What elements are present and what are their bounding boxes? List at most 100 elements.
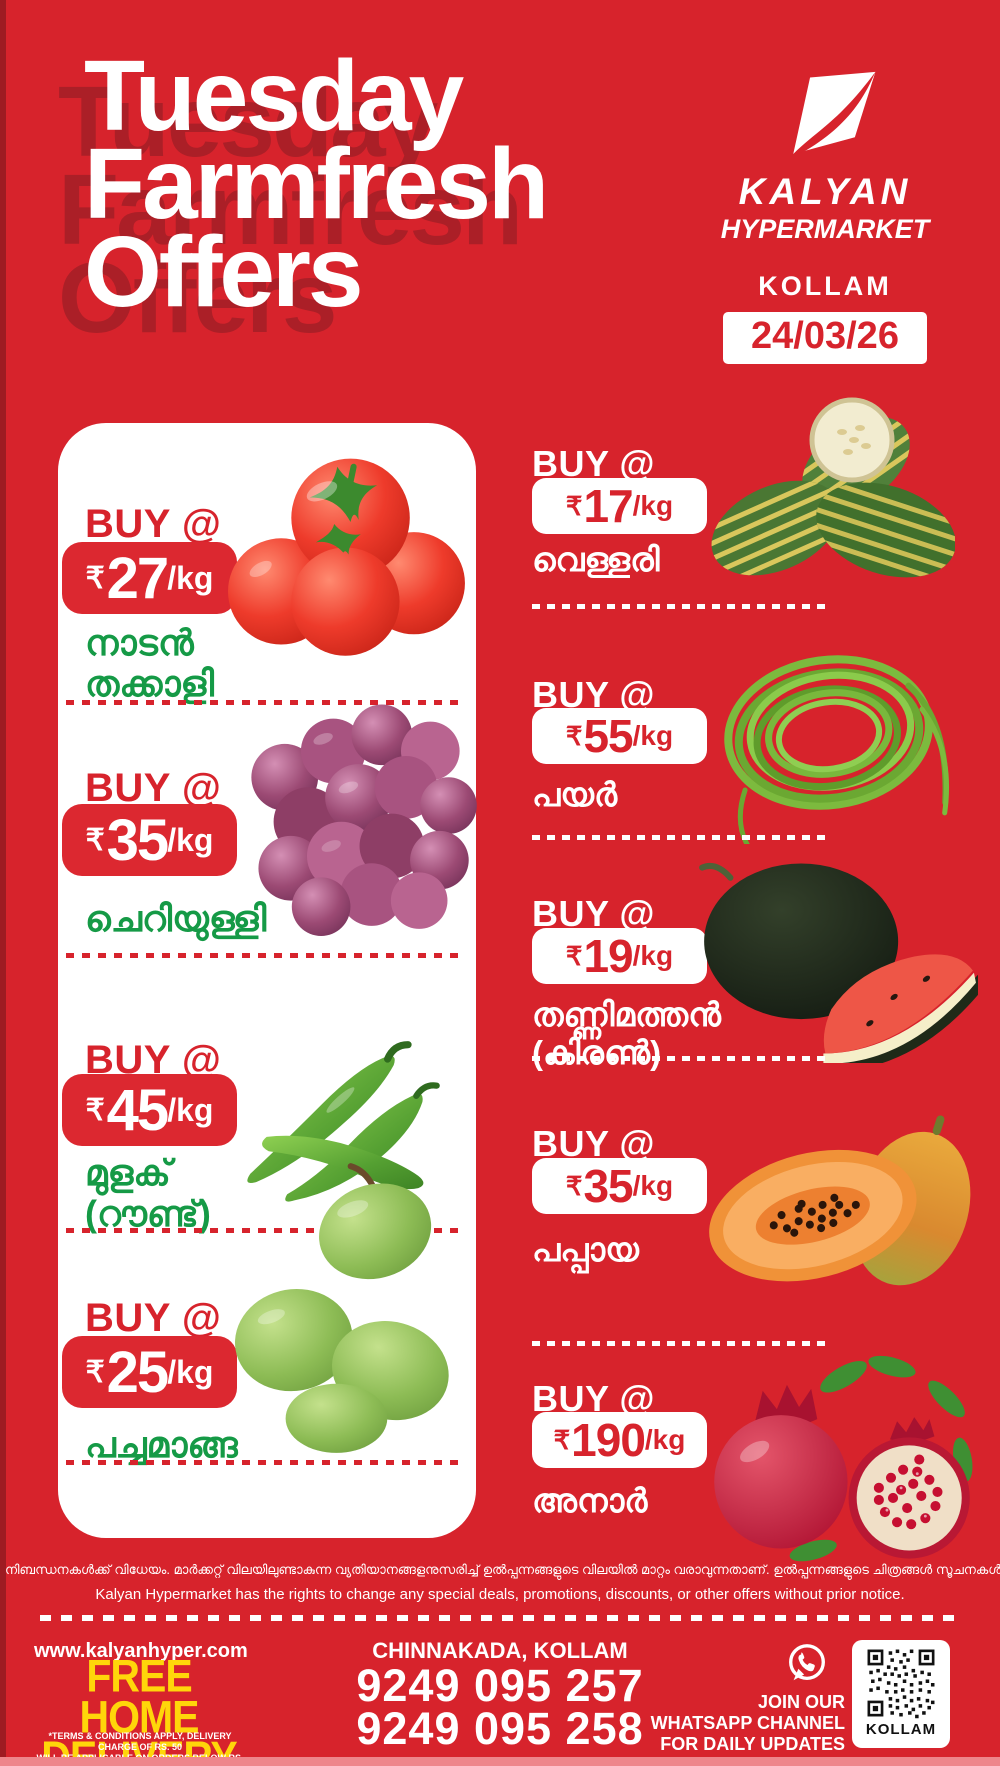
name-line1: വെള്ളരി (532, 541, 660, 578)
price-unit: /kg (167, 1353, 214, 1390)
product-name-shallots: ചെറിയുള്ളി (85, 898, 266, 939)
branch-name: KOLLAM (758, 270, 892, 301)
buy-label: BUY @ (532, 443, 655, 484)
wa-line1: JOIN OUR (757, 1692, 845, 1712)
price-unit: /kg (167, 1091, 214, 1128)
green-chilli-image (238, 1028, 448, 1213)
buy-label: BUY @ (85, 1296, 222, 1340)
dotted-divider (532, 835, 832, 840)
website-link: www.kalyanhyper.com (34, 1640, 248, 1662)
papaya-image (692, 1092, 984, 1310)
rupee-symbol: ₹ (565, 1170, 583, 1201)
rupee-symbol: ₹ (565, 490, 583, 521)
buy-label: BUY @ (532, 893, 655, 934)
price-value: 190 (571, 1414, 646, 1466)
long-beans-image (698, 626, 960, 844)
price-tag-watermelon: ₹19/kg (532, 928, 707, 984)
wa-line2: WHATSAPP CHANNEL (650, 1713, 845, 1733)
dotted-divider (66, 1460, 462, 1465)
raw-mango-image (222, 1152, 457, 1457)
store-address: CHINNAKADA, KOLLAM (372, 1638, 628, 1663)
price-tag-tomato: ₹27/kg (62, 542, 237, 614)
rupee-symbol: ₹ (553, 1424, 571, 1455)
price-unit: /kg (632, 1170, 674, 1201)
price-tag-chilli: ₹45/kg (62, 1074, 237, 1146)
rupee-symbol: ₹ (85, 561, 105, 595)
dotted-divider (66, 700, 462, 705)
whatsapp-icon (784, 1641, 830, 1687)
price-tag-pomegranate: ₹190/kg (532, 1412, 707, 1468)
page-title: Tuesday Farmfresh Offers (84, 46, 549, 328)
price-value: 27 (106, 545, 169, 611)
price-unit: /kg (167, 559, 214, 596)
price-tag-mango: ₹25/kg (62, 1336, 237, 1408)
whatsapp-channel-caption: JOIN OUR WHATSAPP CHANNEL FOR DAILY UPDA… (630, 1692, 845, 1755)
bottom-edge-strip (0, 1757, 1000, 1766)
rupee-symbol: ₹ (85, 823, 105, 857)
name-line1: പപ്പായ (532, 1231, 639, 1268)
price-unit: /kg (632, 720, 674, 751)
shallots-image (232, 658, 480, 936)
buy-label: BUY @ (85, 766, 222, 810)
price-value: 25 (106, 1339, 169, 1405)
disclaimer-english: Kalyan Hypermarket has the rights to cha… (95, 1586, 905, 1603)
price-unit: /kg (632, 490, 674, 521)
rupee-symbol: ₹ (565, 940, 583, 971)
whatsapp-qr-code: KOLLAM (852, 1640, 950, 1748)
product-name-chilli: മുളക് (റൗണ്ട്) (85, 1152, 211, 1234)
watermelon-image (692, 845, 980, 1063)
product-name-cucumber: വെള്ളരി (532, 541, 660, 579)
offer-date-badge: 24/03/26 (723, 311, 927, 364)
price-value: 55 (583, 710, 633, 762)
buy-label: BUY @ (85, 502, 222, 546)
qr-branch-label: KOLLAM (865, 1721, 937, 1738)
rupee-symbol: ₹ (565, 720, 583, 751)
price-tag-beans: ₹55/kg (532, 708, 707, 764)
product-name-mango: പച്ചമാങ്ങ (85, 1424, 238, 1465)
wa-line3: FOR DAILY UPDATES (660, 1734, 845, 1754)
dotted-divider (532, 1056, 832, 1061)
product-name-papaya: പപ്പായ (532, 1231, 639, 1269)
title-line2: Farmfresh (84, 128, 549, 240)
price-value: 19 (583, 930, 633, 982)
product-name-beans: പയർ (532, 776, 617, 814)
price-value: 35 (106, 807, 169, 873)
disclaimer-malayalam: *നിബന്ധനകൾക്ക് വിധേയം. മാർക്കറ്റ് വിലയില… (0, 1562, 1000, 1577)
price-value: 35 (583, 1160, 633, 1212)
qr-code-icon (864, 1646, 938, 1720)
name-line1: അനാർ (532, 1482, 648, 1519)
name-line1: പച്ചമാങ്ങ (85, 1424, 238, 1465)
dotted-divider (532, 1341, 832, 1346)
brand-block: KALYAN HYPERMARKET KOLLAM 24/03/26 (660, 70, 990, 364)
name-line2: (റൗണ്ട്) (85, 1193, 211, 1234)
tomatoes-image (228, 438, 468, 658)
kalyan-flag-logo-icon (769, 70, 881, 155)
brand-name: KALYAN (738, 170, 912, 212)
left-edge-strip (0, 0, 6, 1766)
price-value: 45 (106, 1077, 169, 1143)
name-line1: മുളക് (85, 1152, 171, 1193)
name-line1: പയർ (532, 776, 618, 813)
footer-dashed-divider (40, 1615, 960, 1621)
buy-label: BUY @ (532, 1123, 655, 1164)
name-line1: നാടൻ (85, 622, 194, 663)
price-unit: /kg (644, 1424, 686, 1455)
rupee-symbol: ₹ (85, 1355, 105, 1389)
title-line3: Offers (84, 216, 364, 328)
phone-number-1: 9249 095 257 (356, 1660, 644, 1711)
name-line1: ചെറിയുള്ളി (85, 898, 267, 939)
dotted-divider (66, 953, 462, 958)
price-unit: /kg (167, 821, 214, 858)
price-tag-cucumber: ₹17/kg (532, 478, 707, 534)
product-name-watermelon: തണ്ണിമത്തൻ (കിരൺ) (532, 996, 721, 1072)
rupee-symbol: ₹ (85, 1093, 105, 1127)
name-line1: തണ്ണിമത്തൻ (532, 996, 721, 1033)
dotted-divider (532, 604, 832, 609)
cucumber-image (703, 388, 955, 598)
product-name-tomato: നാടൻ തക്കാളി (85, 622, 214, 704)
price-tag-shallots: ₹35/kg (62, 804, 237, 876)
product-name-pomegranate: അനാർ (532, 1482, 647, 1520)
price-tag-papaya: ₹35/kg (532, 1158, 707, 1214)
name-line2: (കിരൺ) (532, 1034, 662, 1071)
